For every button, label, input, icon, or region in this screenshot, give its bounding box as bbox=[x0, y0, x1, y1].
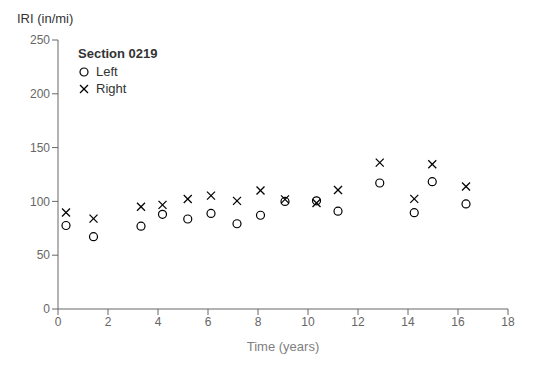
svg-text:14: 14 bbox=[401, 315, 415, 329]
svg-text:200: 200 bbox=[30, 87, 50, 101]
svg-text:100: 100 bbox=[30, 195, 50, 209]
svg-text:16: 16 bbox=[451, 315, 465, 329]
html-text:Left: Left bbox=[96, 64, 118, 79]
svg-text:0: 0 bbox=[55, 315, 62, 329]
svg-text:12: 12 bbox=[351, 315, 365, 329]
svg-text:6: 6 bbox=[205, 315, 212, 329]
svg-text:2: 2 bbox=[105, 315, 112, 329]
svg-text:Time (years): Time (years) bbox=[247, 339, 319, 354]
svg-text:4: 4 bbox=[155, 315, 162, 329]
svg-text:0: 0 bbox=[43, 302, 50, 316]
svg-text:50: 50 bbox=[37, 248, 51, 262]
svg-text:18: 18 bbox=[501, 315, 515, 329]
html-text:IRI (in/mi): IRI (in/mi) bbox=[17, 11, 74, 26]
html-text:Right: Right bbox=[96, 81, 127, 96]
svg-text:10: 10 bbox=[301, 315, 315, 329]
svg-text:8: 8 bbox=[255, 315, 262, 329]
svg-text:250: 250 bbox=[30, 33, 50, 47]
html-text:Section 0219: Section 0219 bbox=[78, 46, 158, 61]
svg-text:150: 150 bbox=[30, 141, 50, 155]
